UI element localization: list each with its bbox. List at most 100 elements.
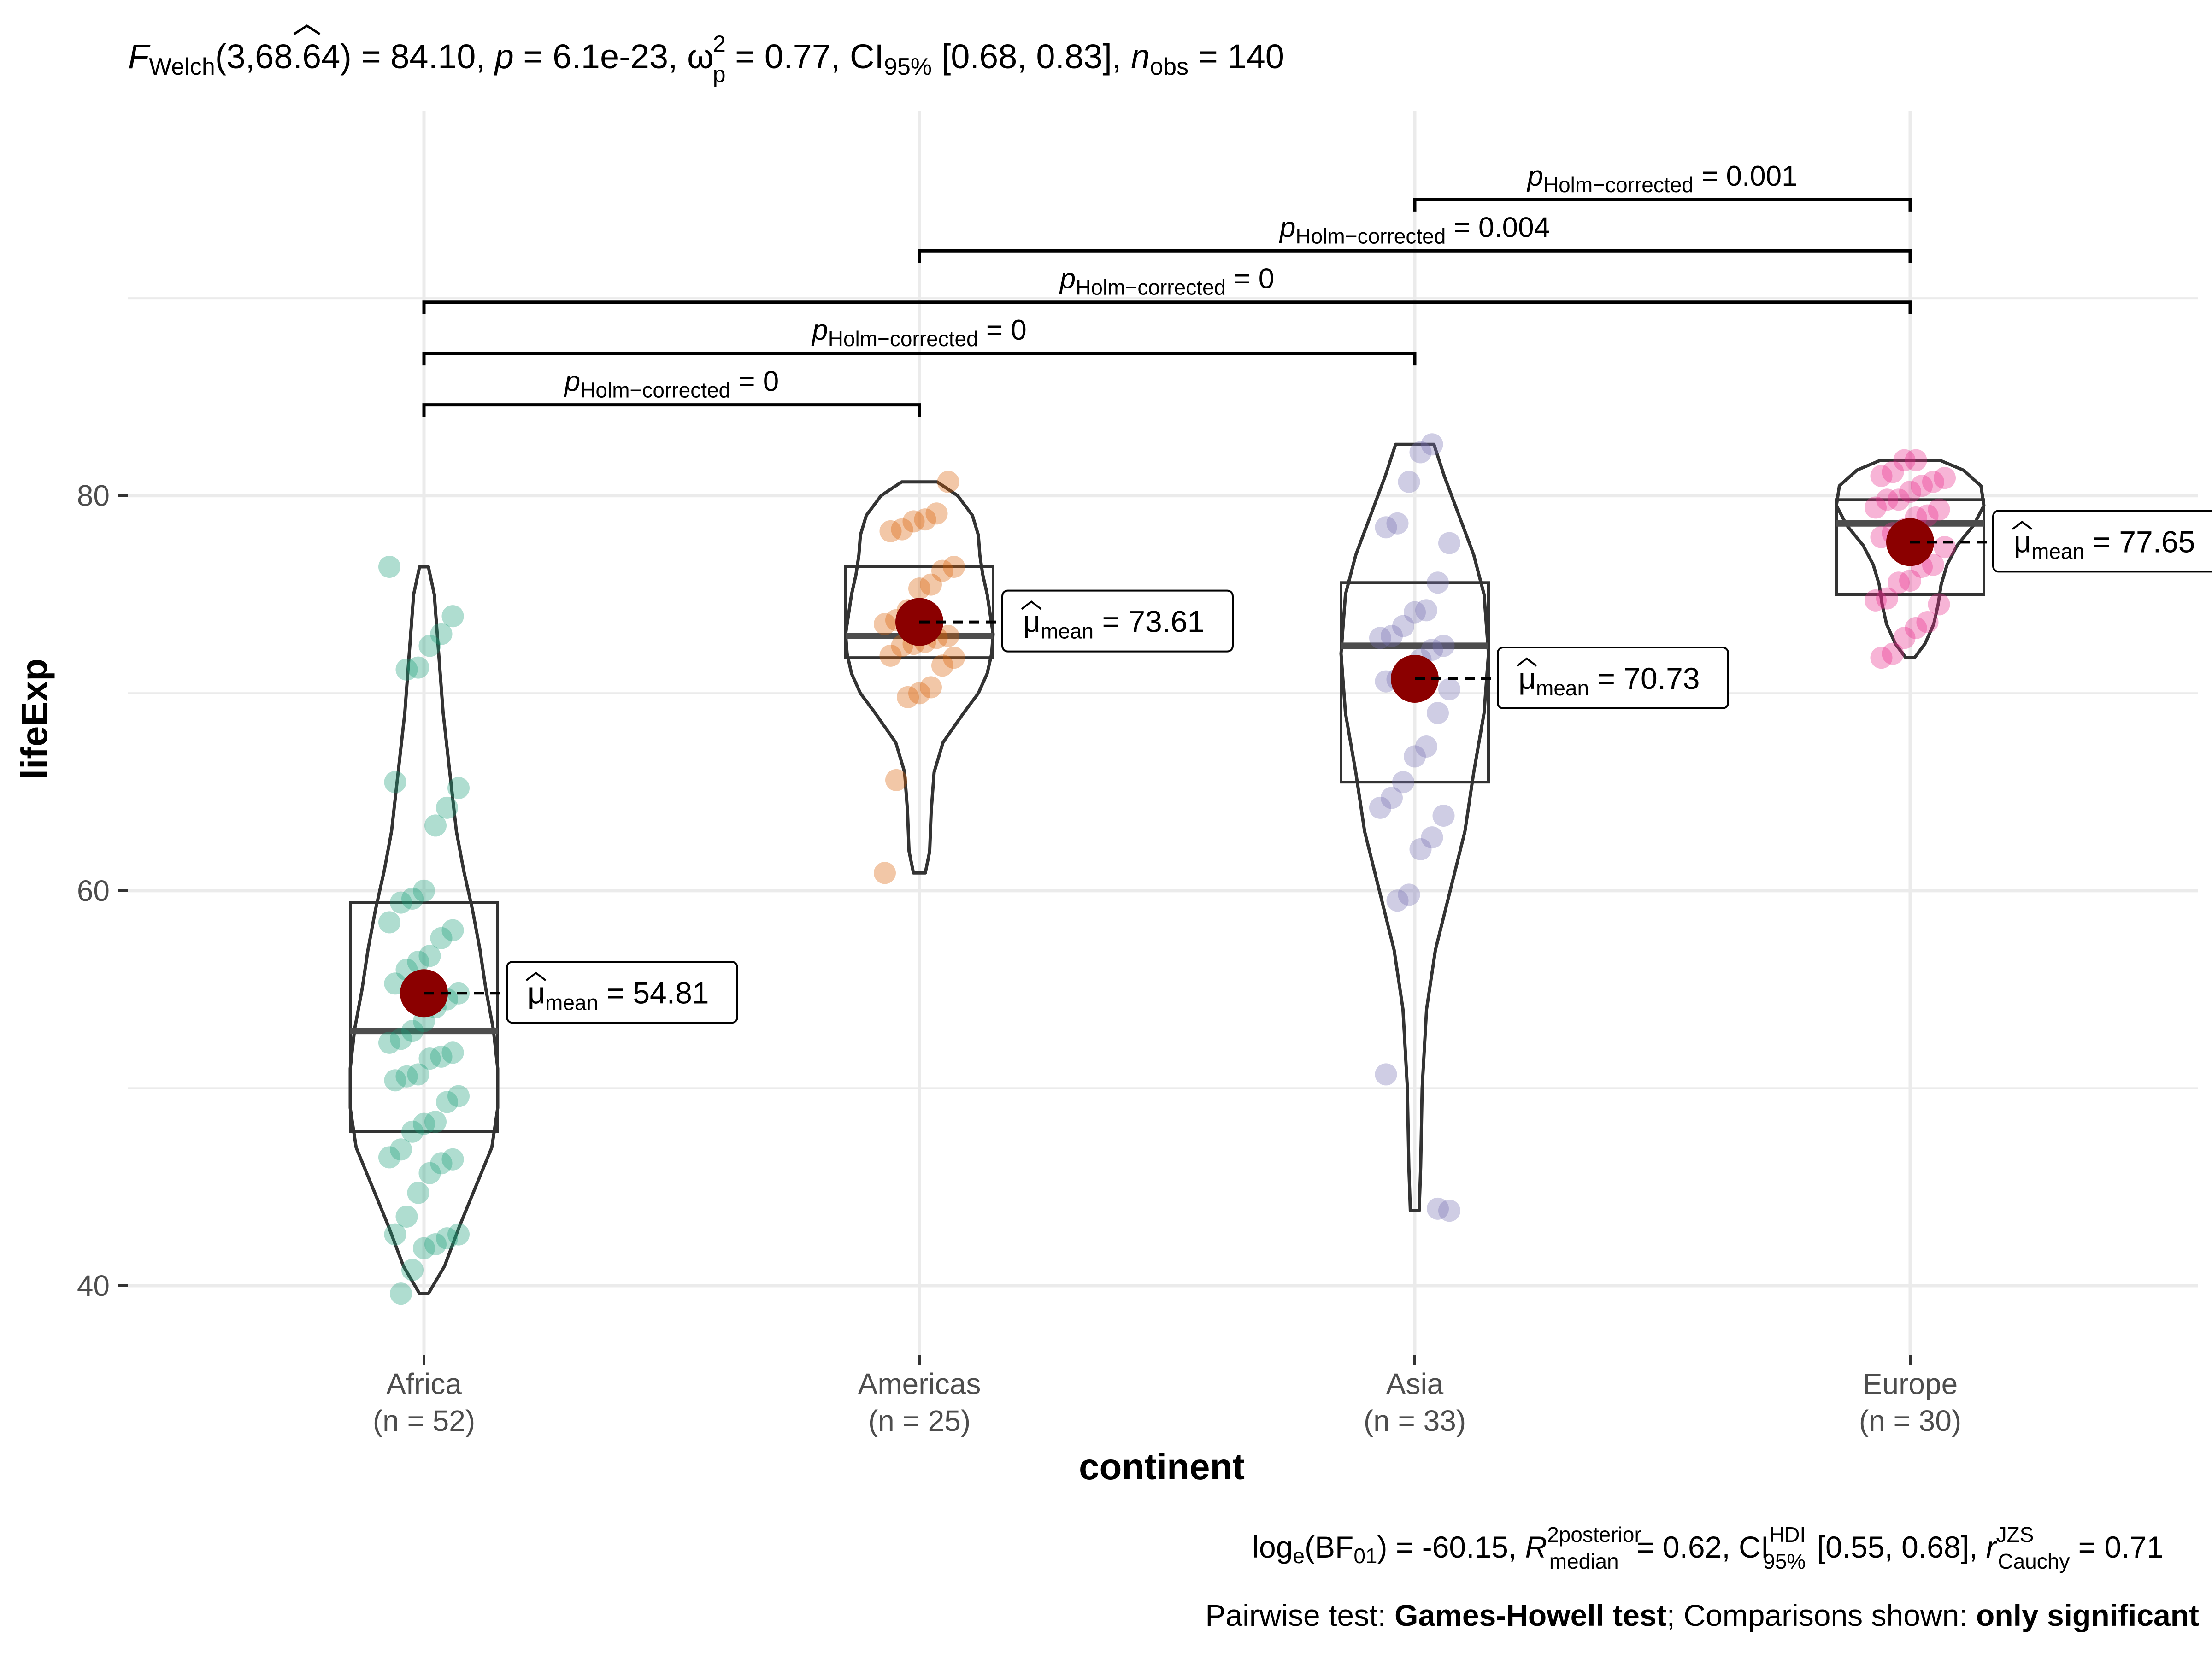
data-point [378,1146,400,1169]
data-point [920,676,942,699]
data-point [395,1206,418,1228]
data-point [413,1237,435,1259]
data-point [1386,512,1409,535]
data-point [1438,678,1460,700]
data-point [908,577,930,600]
data-point [401,1120,424,1143]
mean-label: μmean = 70.73 [1518,661,1700,700]
mean-hat-mark [525,971,547,981]
data-point [937,471,959,493]
data-point [401,1020,424,1042]
data-point [378,911,400,934]
data-point [879,644,902,667]
data-point [384,1223,406,1246]
data-point [1427,1197,1449,1220]
box-americas [844,565,994,659]
bayes-caption: loge(BF01) = -60.15, R2posterior median =… [1252,1523,2164,1573]
x-tick-count: (n = 52) [373,1404,475,1437]
data-point [1922,471,1944,493]
data-point [1882,461,1904,483]
data-point [447,1223,470,1246]
data-point [1893,627,1916,649]
data-point [937,625,959,647]
data-point [1893,449,1916,471]
mean-label-box [1497,647,1729,709]
mean-markers: μmean = 54.81 μmean = 73.61 μmean = 70.73 μ… [400,510,2212,1024]
data-point [1916,504,1939,527]
data-point [1905,449,1927,471]
data-point [395,1065,418,1088]
significance-bracket [918,249,1912,263]
mean-label: μmean = 73.61 [1023,605,1205,643]
data-points [378,433,1956,1305]
data-point [418,945,441,967]
data-point [441,919,464,941]
data-point [874,862,896,884]
data-point [418,1047,441,1070]
data-point [1427,571,1449,594]
mean-hat-mark [1021,600,1042,610]
violin-americas [844,480,995,875]
data-point [424,814,447,837]
y-axis-title: lifeExp [14,659,55,779]
data-point [1888,488,1910,511]
violin-asia [1339,442,1490,1212]
significance-label: pHolm−corrected = 0.001 [1526,160,1797,197]
data-point [418,1162,441,1184]
data-point [1865,589,1887,612]
data-point [407,1063,429,1086]
data-point [430,1045,453,1068]
data-point [1381,787,1403,809]
data-point [424,1233,447,1255]
data-point [902,510,925,533]
box-asia [1340,581,1490,784]
data-point [1369,796,1391,819]
data-point [874,613,896,635]
gridlines [128,111,2198,1355]
data-point [1386,889,1409,912]
data-point [1870,465,1893,487]
significance-label: pHolm−corrected = 0 [1059,263,1275,300]
significance-bracket [1413,198,1912,212]
mean-label-box [1001,589,1234,653]
data-point [1369,627,1391,649]
data-point [914,508,936,531]
violins [348,442,1986,1295]
data-point [1432,805,1455,827]
data-point [897,686,919,708]
data-point [1398,883,1420,906]
data-point [908,682,930,705]
data-point [1865,496,1887,519]
data-point [1928,498,1950,521]
data-point [1438,1200,1460,1222]
significance-label: pHolm−corrected = 0 [811,314,1027,351]
data-point [1438,532,1460,554]
data-point [1911,475,1933,497]
data-point [931,559,953,582]
significance-label: pHolm−corrected = 0 [564,366,779,402]
data-point [390,1028,412,1050]
data-point [1421,433,1443,456]
mean-hat-mark [1516,657,1537,667]
data-point [436,796,458,819]
violin-europe [1835,459,1986,659]
data-point [424,1111,447,1133]
data-point [430,927,453,949]
y-tick-label: 40 [77,1269,110,1302]
data-point [1392,771,1414,794]
data-point [1392,615,1414,637]
data-point [1375,516,1397,539]
significance-label: pHolm−corrected = 0.004 [1279,212,1550,248]
data-point [447,777,470,799]
omega-hat: ω [687,37,714,76]
x-tick-label: Asia [1386,1367,1444,1400]
data-point [1870,647,1893,669]
mean-label-box [506,961,738,1024]
data-point [384,771,406,794]
data-point [943,647,965,669]
data-point [879,520,902,542]
data-point [931,654,953,677]
data-point [447,1085,470,1107]
data-point [1905,617,1927,639]
data-point [407,951,429,973]
